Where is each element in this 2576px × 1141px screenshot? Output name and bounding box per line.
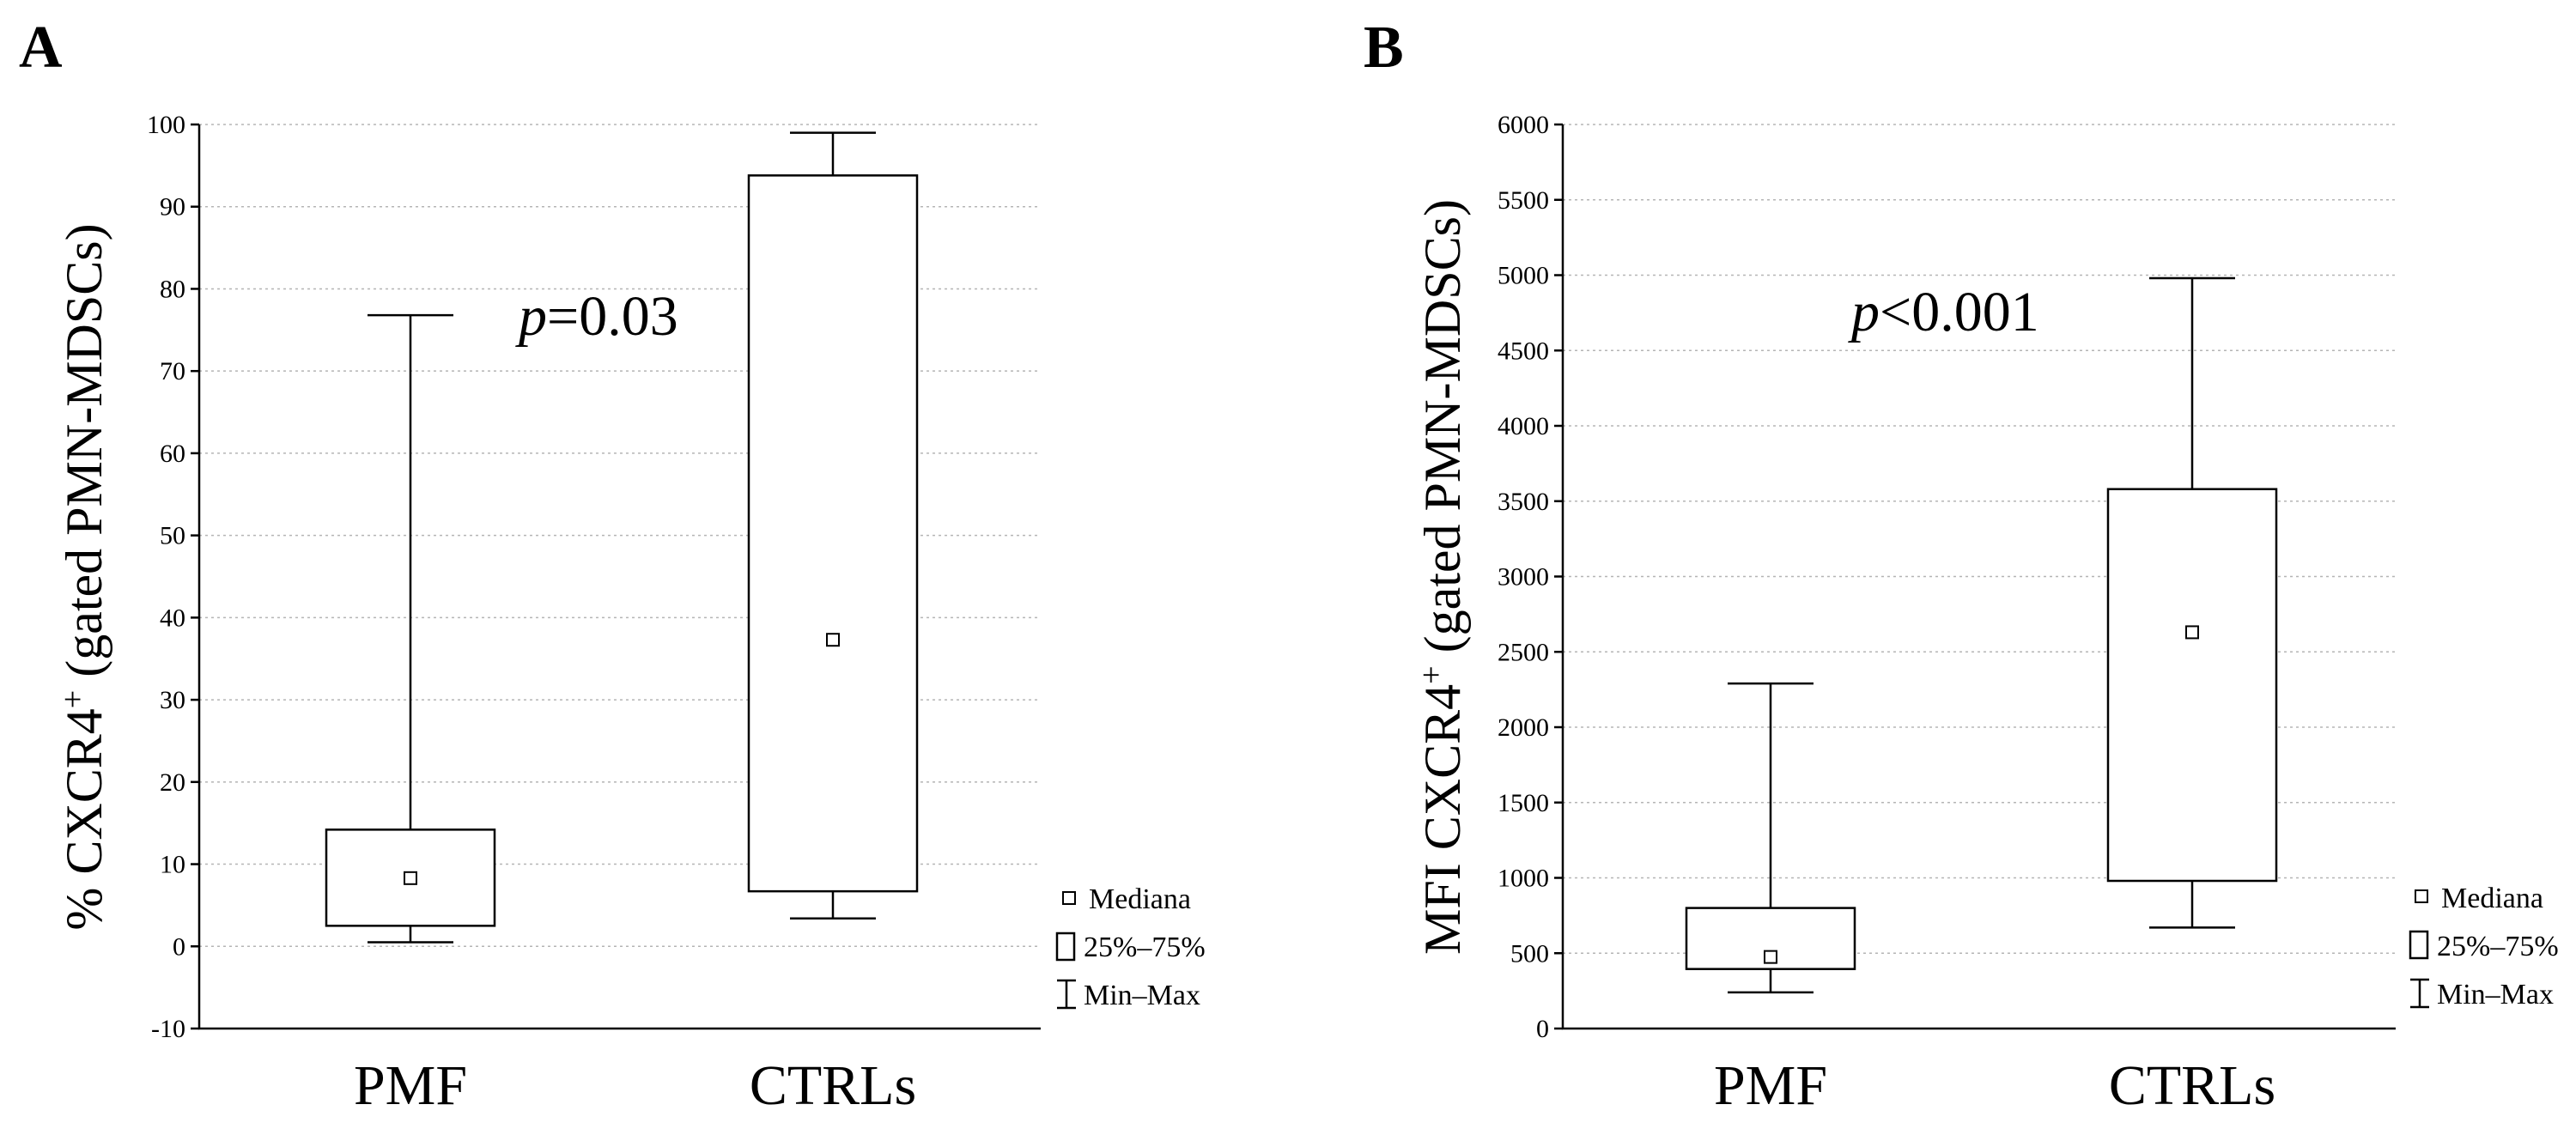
legend-range-marker [1057, 979, 1076, 1010]
median-marker-pmf [404, 871, 417, 885]
legend-box-marker [1055, 932, 1076, 962]
legend-median-marker [2415, 889, 2428, 903]
panel-b-category-ctrls: CTRLs [2109, 1054, 2275, 1117]
panel-a-legend: Mediana 25%–75% Min–Max [1055, 883, 1206, 1011]
panel-b-y-axis-label: MFI CXCR4+ (gated PMN-MDSCs) [1413, 199, 1471, 955]
y-tick-label: 2500 [1498, 638, 1549, 666]
y-tick-label: 3000 [1498, 563, 1549, 592]
legend-box-marker [2409, 930, 2429, 960]
y-tick-label: 1000 [1498, 865, 1549, 893]
median-marker-ctrls [826, 633, 840, 647]
panel-b-gridlines [1563, 124, 2396, 954]
panel-a: A -10 0 10 20 30 40 50 60 70 80 90 100 PMF CTRLs % … [19, 15, 1206, 1117]
y-tick-label: -10 [151, 1015, 185, 1043]
panel-a-y-axis-label: % CXCR4+ (gated PMN-MDSCs) [55, 223, 112, 930]
y-tick-label: 1500 [1498, 789, 1549, 817]
panel-a-boxes [325, 131, 919, 944]
y-tick-label: 5000 [1498, 262, 1549, 290]
y-tick-label: 90 [160, 193, 185, 222]
panel-a-category-pmf: PMF [354, 1054, 467, 1117]
median-marker-pmf [1764, 950, 1777, 964]
panel-a-label: A [19, 15, 63, 81]
legend-median-label: Mediana [1089, 883, 1191, 915]
legend-range-label: Min–Max [1084, 980, 1200, 1011]
y-tick-label: 5500 [1498, 186, 1549, 215]
y-tick-label: 6000 [1498, 111, 1549, 139]
panel-b-boxes [1685, 276, 2278, 994]
y-tick-label: 500 [1510, 939, 1549, 968]
panel-b: B 0 500 1000 1500 2000 2500 3000 3500 4000 4500 50… [1364, 15, 2559, 1117]
panel-b-label: B [1364, 15, 1404, 81]
legend-box-label: 25%–75% [1084, 932, 1206, 963]
iqr-box-ctrls [747, 174, 919, 893]
y-tick-label: 20 [160, 768, 185, 797]
y-tick-label: 50 [160, 522, 185, 550]
panel-b-p-value: p<0.001 [1848, 281, 2039, 343]
panel-b-category-pmf: PMF [1714, 1054, 1827, 1117]
legend-box-label: 25%–75% [2437, 931, 2559, 962]
legend-range-marker [2410, 978, 2429, 1009]
panel-a-category-ctrls: CTRLs [750, 1054, 916, 1117]
y-tick-label: 4000 [1498, 412, 1549, 440]
panel-a-axes [197, 124, 1041, 1030]
legend-median-marker [1062, 891, 1076, 905]
panel-b-legend: Mediana 25%–75% Min–Max [2409, 883, 2559, 1011]
median-marker-ctrls [2185, 625, 2199, 640]
iqr-box-ctrls [2106, 488, 2278, 883]
panel-a-y-ticks: -10 0 10 20 30 40 50 60 70 80 90 100 [147, 111, 199, 1043]
y-tick-label: 80 [160, 275, 185, 303]
y-tick-label: 40 [160, 604, 185, 632]
y-tick-label: 2000 [1498, 713, 1549, 742]
y-tick-label: 10 [160, 851, 185, 879]
y-tick-label: 4500 [1498, 337, 1549, 365]
y-tick-label: 0 [173, 932, 185, 961]
legend-median-label: Mediana [2441, 883, 2543, 914]
y-tick-label: 0 [1536, 1015, 1549, 1043]
y-tick-label: 70 [160, 357, 185, 385]
y-tick-label: 3500 [1498, 488, 1549, 516]
panel-a-gridlines [199, 124, 1041, 948]
panel-b-y-ticks: 0 500 1000 1500 2000 2500 3000 3500 4000 4500 5000… [1498, 111, 1563, 1043]
panel-a-p-value: p=0.03 [515, 285, 678, 348]
panel-b-axes [1561, 124, 2396, 1030]
legend-range-label: Min–Max [2437, 979, 2554, 1011]
y-tick-label: 60 [160, 440, 185, 468]
y-tick-label: 100 [147, 111, 185, 139]
y-tick-label: 30 [160, 686, 185, 714]
